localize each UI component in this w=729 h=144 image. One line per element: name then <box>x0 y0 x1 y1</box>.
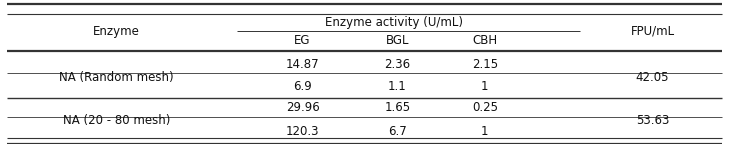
Text: 1.65: 1.65 <box>384 101 410 114</box>
Text: 29.96: 29.96 <box>286 101 319 114</box>
Text: 1: 1 <box>481 80 488 93</box>
Text: 1.1: 1.1 <box>388 80 407 93</box>
Text: CBH: CBH <box>472 34 497 47</box>
Text: 0.25: 0.25 <box>472 101 498 114</box>
Text: 2.15: 2.15 <box>472 58 498 71</box>
Text: 42.05: 42.05 <box>636 71 669 84</box>
Text: NA (20 - 80 mesh): NA (20 - 80 mesh) <box>63 114 171 127</box>
Text: EG: EG <box>295 34 311 47</box>
Text: Enzyme: Enzyme <box>93 25 140 38</box>
Text: 120.3: 120.3 <box>286 125 319 138</box>
Text: 1: 1 <box>481 125 488 138</box>
Text: 53.63: 53.63 <box>636 114 669 127</box>
Text: Enzyme activity (U/mL): Enzyme activity (U/mL) <box>324 16 463 29</box>
Text: NA (Random mesh): NA (Random mesh) <box>59 71 174 84</box>
Text: 6.9: 6.9 <box>293 80 312 93</box>
Text: 6.7: 6.7 <box>388 125 407 138</box>
Text: FPU/mL: FPU/mL <box>631 25 674 38</box>
Text: BGL: BGL <box>386 34 409 47</box>
Text: 14.87: 14.87 <box>286 58 319 71</box>
Text: 2.36: 2.36 <box>384 58 410 71</box>
